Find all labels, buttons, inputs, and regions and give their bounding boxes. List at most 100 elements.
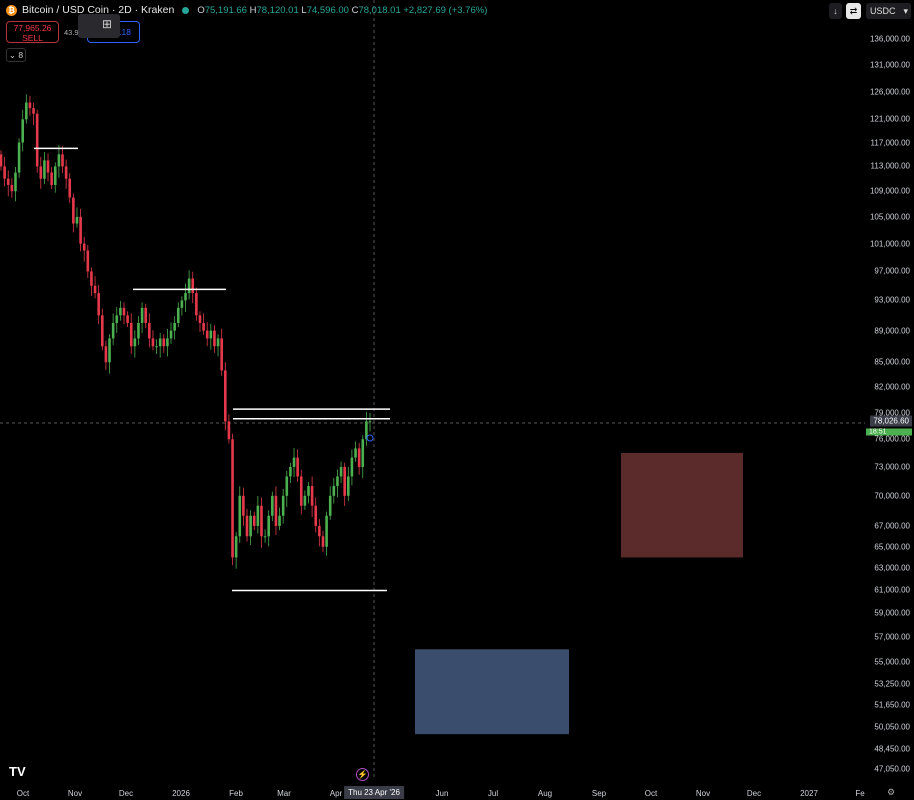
candle-body <box>234 536 238 558</box>
price-tick: 109,000.00 <box>869 186 910 196</box>
bitcoin-icon: ₿ <box>6 4 17 16</box>
candle-body <box>285 476 289 496</box>
time-tick: 2027 <box>800 789 818 798</box>
candle-body <box>343 466 346 496</box>
red-zone <box>621 452 743 558</box>
time-tick: Feb <box>229 789 243 798</box>
candle-body <box>144 307 148 323</box>
time-tick: Oct <box>644 789 658 798</box>
price-tick: 85,000.00 <box>874 357 910 367</box>
candle-body <box>21 119 25 143</box>
candle-body <box>325 515 328 547</box>
candle-body <box>220 338 223 371</box>
candle-body <box>318 525 321 537</box>
candle-body <box>173 322 176 331</box>
candle-body <box>223 370 227 422</box>
symbol-title[interactable]: Bitcoin / USD Coin · 2D · Kraken <box>22 4 175 16</box>
candle-body <box>328 495 332 516</box>
candle-body <box>90 271 93 286</box>
candle-body <box>158 338 162 347</box>
price-tick: 97,000.00 <box>874 266 910 276</box>
candle-body <box>303 495 307 506</box>
lightning-alert-icon[interactable]: ⚡ <box>356 768 369 781</box>
add-widget-button[interactable]: ⊞ <box>78 14 120 38</box>
price-tick: 121,000.00 <box>869 114 910 124</box>
price-tick: 67,000.00 <box>874 521 910 531</box>
download-icon[interactable]: ↓ <box>829 3 842 19</box>
candle-body <box>213 330 216 347</box>
price-tick: 101,000.00 <box>869 239 910 249</box>
candle-body <box>267 515 271 537</box>
candle-body <box>129 322 133 347</box>
candle-body <box>281 495 285 516</box>
countdown-label: 18:51 <box>866 428 912 436</box>
candle-body <box>3 166 6 179</box>
candle-body <box>122 307 126 316</box>
candle-body <box>336 476 339 487</box>
candle-body <box>57 154 61 167</box>
price-tick: 59,000.00 <box>874 608 910 618</box>
candle-body <box>148 322 151 339</box>
time-tick: Dec <box>118 789 134 798</box>
candle-body <box>0 154 3 167</box>
sell-button[interactable]: 77,965.26 SELL <box>6 21 59 43</box>
spread: 43.9 <box>64 28 79 37</box>
price-tick: 53,250.00 <box>874 679 910 689</box>
compare-toggle-icon[interactable]: ⇄ <box>846 3 861 19</box>
candle-body <box>75 216 79 224</box>
candle-body <box>310 486 314 506</box>
candle-body <box>357 448 361 467</box>
candle-body <box>227 421 231 440</box>
candle-body <box>162 338 166 347</box>
candle-body <box>53 166 57 185</box>
price-tick: 51,650.00 <box>874 700 910 710</box>
candle-body <box>256 505 260 526</box>
price-tick: 50,050.00 <box>874 722 910 732</box>
candle-body <box>115 315 119 323</box>
candle-body <box>14 172 17 192</box>
candle-body <box>35 113 39 167</box>
time-tick: Oct <box>16 789 30 798</box>
widget-add-icon: ⊞ <box>101 17 112 31</box>
candle-body <box>111 322 115 339</box>
ohlc-values: O75,191.66 H78,120.01 L74,596.00 C78,018… <box>197 4 488 16</box>
candle-body <box>28 102 32 109</box>
current-price-label: 78,026.60 <box>870 415 912 427</box>
price-tick: 57,000.00 <box>874 632 910 642</box>
candle-body <box>61 154 64 167</box>
indicators-toggle[interactable]: ⌄ 8 <box>6 48 26 62</box>
candle-body <box>180 300 184 308</box>
candle-body <box>271 495 274 516</box>
candle-body <box>10 184 14 192</box>
time-tick: Fe <box>855 789 865 798</box>
price-tick: 113,000.00 <box>870 161 910 171</box>
candle-body <box>17 142 21 173</box>
settings-gear-icon[interactable]: ⚙ <box>887 787 896 797</box>
candle-body <box>25 102 28 120</box>
candle-body <box>339 466 343 477</box>
candle-body <box>205 330 209 339</box>
blue-zone <box>415 649 569 735</box>
candle-body <box>350 457 354 477</box>
time-tick: 2026 <box>172 789 190 798</box>
candle-body <box>6 178 10 185</box>
tradingview-logo[interactable]: TV <box>9 764 26 779</box>
price-tick: 76,000.00 <box>874 434 910 444</box>
chevron-down-icon: ▾ <box>903 6 908 16</box>
candle-body <box>151 338 155 347</box>
time-tick: Nov <box>695 789 711 798</box>
price-tick: 82,000.00 <box>874 382 910 392</box>
candle-body <box>68 178 72 198</box>
currency-select[interactable]: USDC ▾ <box>866 3 911 19</box>
candle-body <box>187 278 191 294</box>
candle-body <box>166 338 169 347</box>
candle-body <box>274 495 278 526</box>
candle-body <box>242 495 245 516</box>
candle-body <box>104 346 108 363</box>
candle-body <box>202 322 205 331</box>
price-tick: 93,000.00 <box>874 295 910 305</box>
candle-body <box>332 486 336 496</box>
price-tick: 73,000.00 <box>874 462 910 472</box>
candle-body <box>119 307 122 316</box>
